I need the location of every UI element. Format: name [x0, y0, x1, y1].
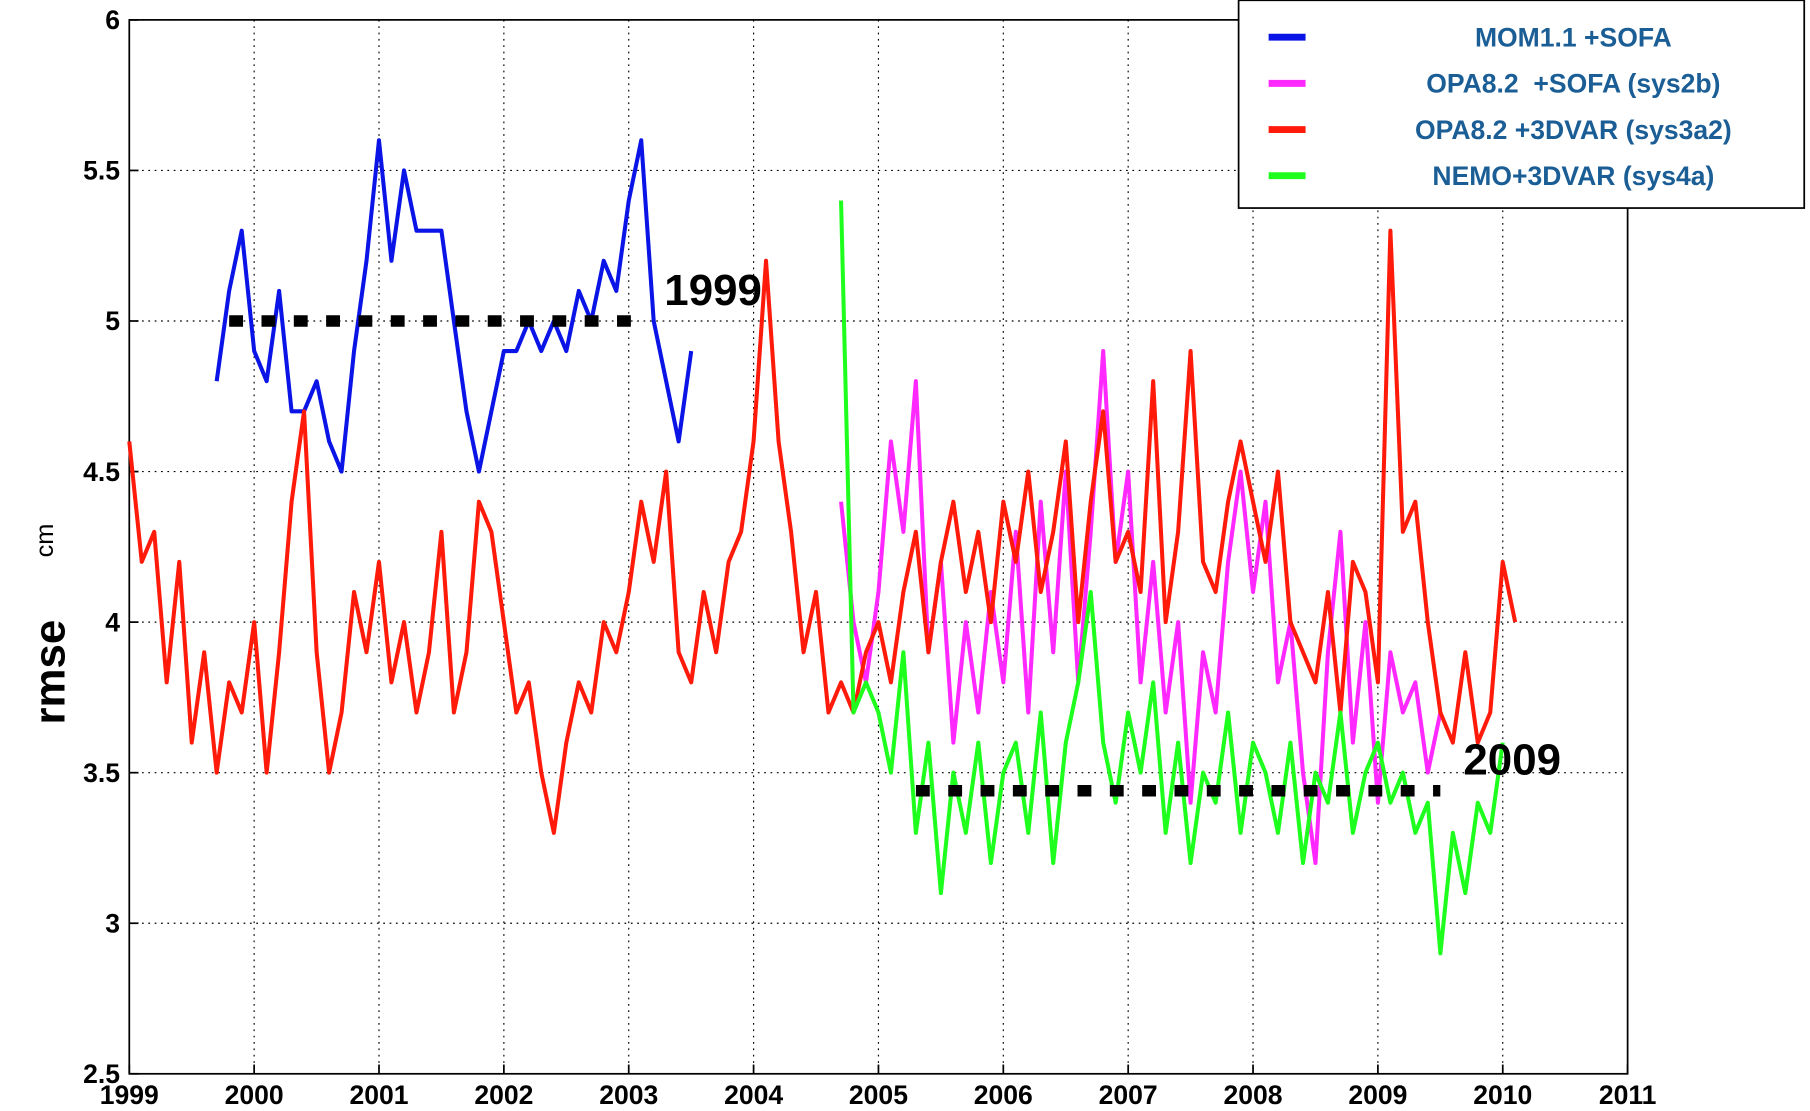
y-tick-label: 4: [105, 607, 120, 637]
y-tick-label: 5: [105, 306, 120, 336]
x-tick-label: 2003: [599, 1080, 658, 1110]
legend-label: MOM1.1 +SOFA: [1475, 22, 1672, 52]
x-tick-label: 2004: [724, 1080, 783, 1110]
y-axis-unit: cm: [31, 524, 59, 558]
x-tick-label: 1999: [100, 1080, 159, 1110]
legend-label: OPA8.2 +SOFA (sys2b): [1426, 69, 1720, 99]
y-tick-label: 4.5: [83, 457, 120, 487]
legend-label: NEMO+3DVAR (sys4a): [1432, 161, 1714, 191]
x-tick-label: 2006: [974, 1080, 1033, 1110]
y-tick-label: 3.5: [83, 758, 120, 788]
y-tick-label: 5.5: [83, 156, 120, 186]
x-tick-label: 2011: [1599, 1080, 1657, 1110]
y-tick-label: 2.5: [83, 1059, 120, 1089]
x-tick-label: 2001: [349, 1080, 408, 1110]
y-tick-label: 6: [105, 5, 120, 35]
x-tick-label: 2000: [225, 1080, 284, 1110]
x-tick-label: 2007: [1099, 1080, 1158, 1110]
annotation-label: 1999: [664, 266, 762, 315]
plot-frame: [128, 19, 1629, 1075]
series-line: [127, 228, 1518, 835]
annotation-label: 2009: [1463, 736, 1561, 785]
x-tick-label: 2009: [1348, 1080, 1407, 1110]
y-tick-label: 3: [105, 908, 120, 938]
x-tick-label: 2005: [849, 1080, 908, 1110]
legend-label: OPA8.2 +3DVAR (sys3a2): [1415, 115, 1732, 145]
x-tick-label: 2008: [1224, 1080, 1283, 1110]
series-line: [214, 138, 694, 474]
y-axis-label: rmse: [26, 620, 75, 725]
x-tick-label: 2002: [474, 1080, 533, 1110]
legend-box: [1237, 0, 1806, 209]
x-tick-label: 2010: [1473, 1080, 1532, 1110]
